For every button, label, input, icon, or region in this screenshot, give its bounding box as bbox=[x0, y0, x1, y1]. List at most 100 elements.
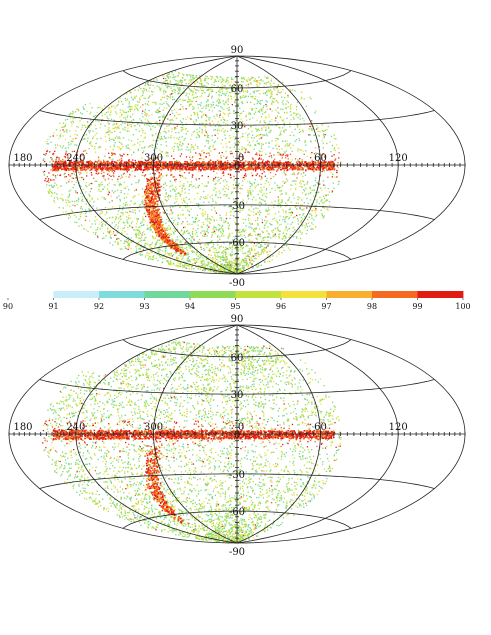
coverage-point bbox=[233, 101, 236, 103]
coverage-point bbox=[258, 153, 260, 155]
coverage-point bbox=[145, 254, 147, 256]
coverage-point bbox=[98, 223, 101, 225]
coverage-point bbox=[120, 215, 122, 217]
coverage-point bbox=[224, 137, 227, 140]
coverage-point bbox=[322, 216, 324, 218]
coverage-point bbox=[241, 262, 243, 264]
coverage-point bbox=[254, 178, 256, 181]
coverage-point bbox=[320, 200, 322, 202]
coverage-point bbox=[110, 234, 112, 236]
coverage-point bbox=[244, 151, 246, 154]
coverage-point bbox=[78, 225, 80, 227]
coverage-point bbox=[301, 204, 303, 206]
coverage-point bbox=[311, 203, 313, 205]
coverage-point bbox=[297, 218, 299, 220]
coverage-point bbox=[97, 236, 99, 238]
coverage-point bbox=[276, 221, 278, 223]
coverage-point bbox=[221, 251, 224, 253]
coverage-point bbox=[146, 124, 148, 126]
coverage-point bbox=[275, 124, 277, 127]
coverage-point bbox=[305, 224, 308, 226]
coverage-point bbox=[243, 231, 246, 233]
coverage-point bbox=[126, 171, 128, 173]
coverage-point bbox=[247, 85, 249, 87]
coverage-point bbox=[154, 152, 156, 154]
coverage-point bbox=[138, 248, 140, 250]
coverage-point bbox=[119, 182, 121, 184]
coverage-point bbox=[211, 240, 213, 242]
coverage-point bbox=[44, 154, 46, 156]
coverage-point bbox=[119, 109, 121, 111]
coverage-point bbox=[88, 160, 91, 163]
coverage-point bbox=[265, 100, 267, 102]
coverage-point bbox=[163, 130, 165, 133]
coverage-point bbox=[267, 160, 269, 162]
coverage-point bbox=[199, 265, 201, 267]
coverage-point bbox=[189, 184, 191, 186]
coverage-point bbox=[227, 109, 229, 111]
coverage-point bbox=[104, 224, 107, 226]
coverage-point bbox=[242, 120, 244, 123]
coverage-point bbox=[289, 125, 291, 128]
coverage-point bbox=[242, 268, 244, 270]
coverage-point bbox=[87, 121, 89, 123]
coverage-point bbox=[72, 177, 75, 180]
coverage-point bbox=[88, 130, 90, 132]
coverage-point bbox=[269, 191, 271, 194]
coverage-point bbox=[255, 264, 258, 266]
coverage-point bbox=[196, 203, 198, 205]
coverage-point bbox=[320, 187, 322, 189]
coverage-point bbox=[178, 174, 181, 176]
coverage-point bbox=[70, 112, 72, 114]
coverage-point bbox=[48, 184, 50, 187]
coverage-point bbox=[183, 242, 186, 244]
coverage-point bbox=[263, 126, 265, 128]
coverage-point bbox=[166, 260, 168, 262]
coverage-point bbox=[164, 199, 166, 201]
coverage-point bbox=[238, 148, 240, 150]
coverage-point bbox=[226, 184, 228, 186]
coverage-point bbox=[135, 229, 137, 231]
coverage-point bbox=[257, 110, 260, 113]
coverage-point bbox=[186, 259, 188, 262]
coverage-point bbox=[121, 176, 123, 178]
coverage-point bbox=[312, 228, 314, 230]
coverage-point bbox=[241, 102, 244, 105]
coverage-point bbox=[287, 145, 289, 147]
coverage-point bbox=[252, 174, 254, 177]
coverage-point bbox=[240, 118, 242, 120]
coverage-point bbox=[148, 115, 150, 117]
coverage-point bbox=[234, 96, 236, 98]
coverage-point bbox=[177, 223, 179, 226]
coverage-point bbox=[175, 80, 177, 82]
coverage-point bbox=[189, 247, 191, 249]
coverage-point bbox=[224, 194, 226, 196]
coverage-point bbox=[132, 159, 134, 161]
coverage-point bbox=[297, 124, 299, 127]
coverage-point bbox=[306, 207, 308, 209]
coverage-point bbox=[165, 141, 167, 143]
coverage-point bbox=[122, 145, 124, 148]
coverage-point bbox=[211, 194, 213, 196]
coverage-point bbox=[154, 237, 157, 239]
coverage-point bbox=[196, 260, 198, 262]
coverage-point bbox=[104, 113, 106, 115]
coverage-point bbox=[283, 111, 286, 114]
coverage-point bbox=[164, 251, 166, 253]
coverage-point bbox=[243, 147, 245, 149]
coverage-point bbox=[277, 84, 279, 86]
coverage-point bbox=[253, 255, 255, 257]
coverage-point bbox=[139, 99, 141, 101]
coverage-point bbox=[174, 202, 176, 204]
coverage-point bbox=[140, 134, 142, 137]
coverage-point bbox=[278, 233, 280, 236]
coverage-point bbox=[233, 84, 235, 86]
coverage-point bbox=[168, 96, 170, 98]
coverage-point bbox=[164, 257, 166, 260]
coverage-point bbox=[177, 149, 179, 151]
coverage-point bbox=[244, 90, 246, 92]
coverage-point bbox=[165, 132, 167, 134]
coverage-point bbox=[200, 157, 202, 160]
coverage-point bbox=[62, 135, 64, 137]
coverage-point bbox=[237, 249, 239, 251]
